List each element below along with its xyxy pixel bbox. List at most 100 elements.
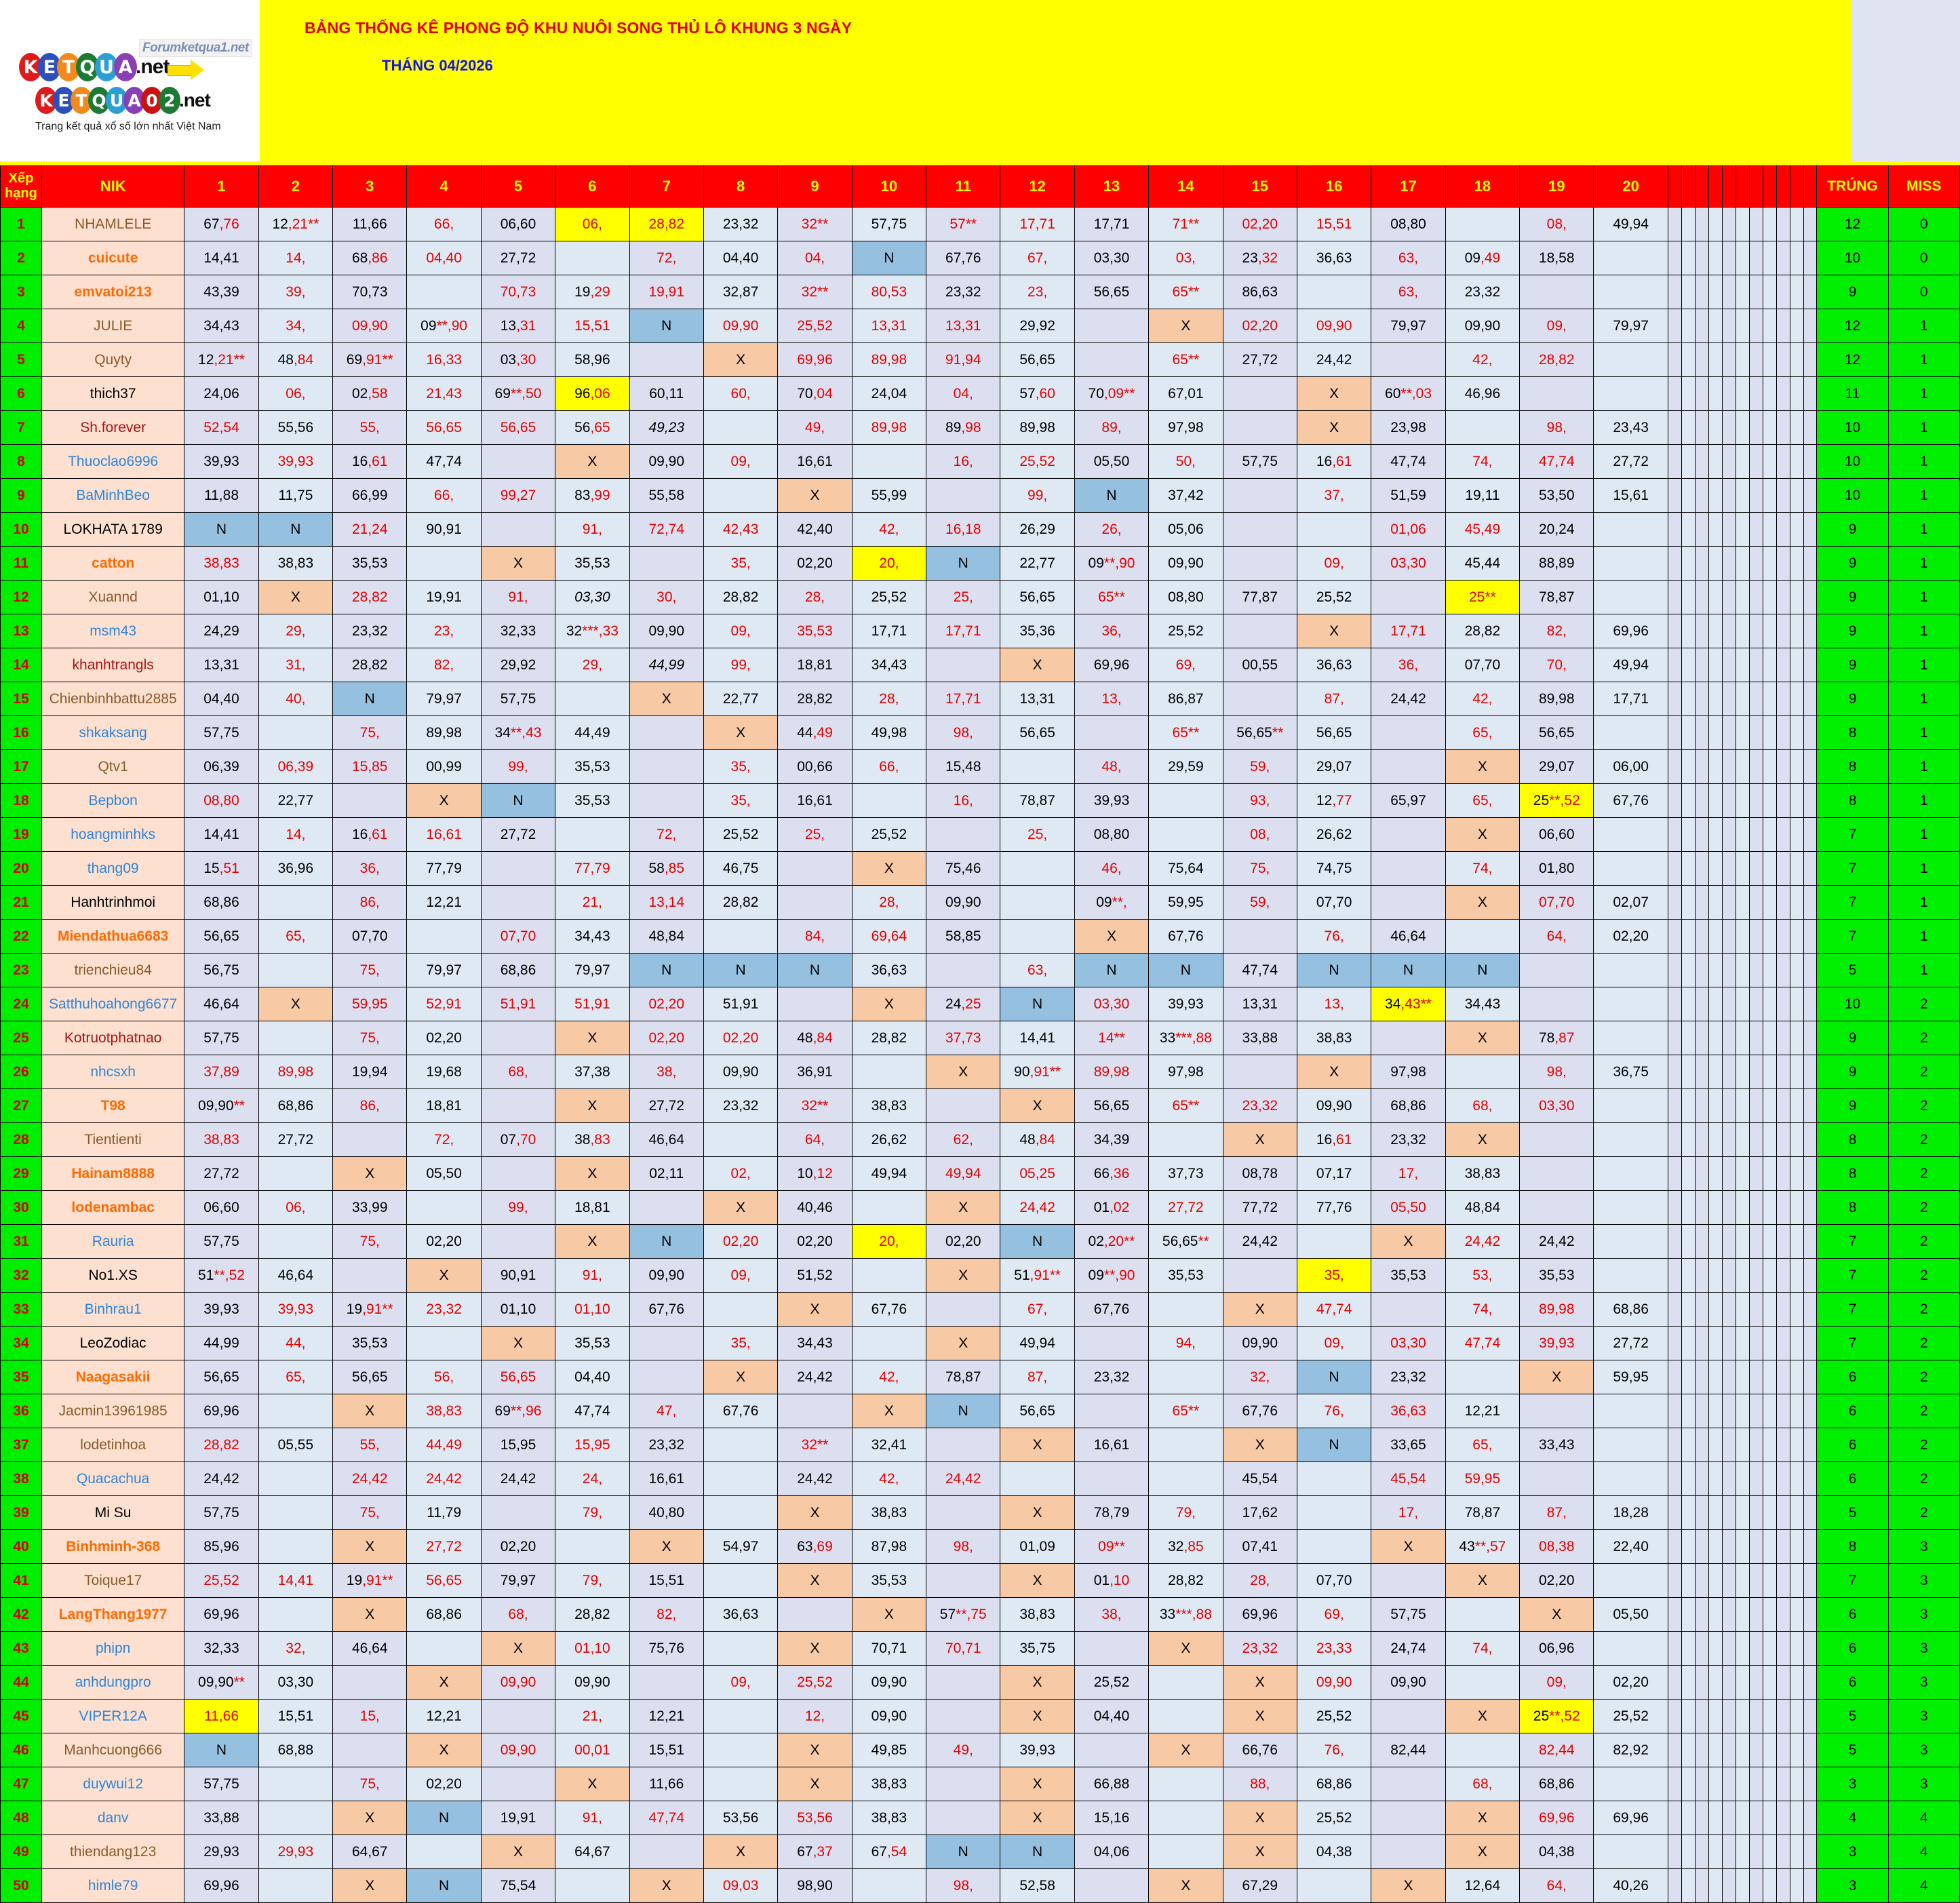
day-cell-8[interactable]: [703, 1631, 779, 1666]
day-cell-20[interactable]: 23,43: [1593, 410, 1668, 445]
table-row[interactable]: 48 danv 33,88 X N 19,91 91, 47,74 53,56 53,56 38,8…: [0, 1801, 1960, 1835]
day-cell-13[interactable]: [1074, 1326, 1150, 1360]
day-cell-10[interactable]: X: [851, 987, 927, 1021]
day-cell-17[interactable]: 08,80: [1371, 207, 1446, 241]
day-cell-13[interactable]: 14**: [1074, 1021, 1150, 1055]
day-cell-19[interactable]: 03,30: [1519, 1088, 1594, 1123]
day-cell-5[interactable]: [480, 885, 556, 920]
day-cell-4[interactable]: 02,20: [406, 1021, 482, 1055]
day-cell-5[interactable]: [480, 1495, 556, 1530]
day-cell-18[interactable]: 42,: [1445, 342, 1521, 377]
day-cell-2[interactable]: [258, 1495, 334, 1530]
day-cell-5[interactable]: 70,73: [480, 275, 556, 309]
table-row[interactable]: 49 thiendang123 29,93 29,93 64,67 X 64,67 X 67,3…: [0, 1835, 1960, 1869]
day-cell-14[interactable]: [1148, 1292, 1223, 1327]
day-cell-14[interactable]: 94,: [1148, 1326, 1223, 1360]
day-cell-12[interactable]: 56,65: [1000, 580, 1075, 614]
day-cell-14[interactable]: 33***,88: [1148, 1021, 1223, 1055]
day-cell-1[interactable]: N: [184, 512, 259, 547]
day-cell-6[interactable]: 32***,33: [555, 614, 630, 648]
day-cell-4[interactable]: [406, 1835, 482, 1869]
day-cell-15[interactable]: 08,78: [1222, 1156, 1297, 1191]
day-cell-13[interactable]: 17,71: [1074, 207, 1150, 241]
day-cell-1[interactable]: 43,39: [184, 275, 259, 309]
nik-cell[interactable]: khanhtrangls: [41, 648, 185, 682]
day-cell-18[interactable]: 59,95: [1445, 1461, 1521, 1496]
day-cell-13[interactable]: X: [1074, 919, 1150, 954]
day-cell-14[interactable]: 71**: [1148, 207, 1223, 241]
day-cell-10[interactable]: 34,43: [851, 648, 927, 682]
day-cell-4[interactable]: [406, 546, 482, 581]
day-cell-2[interactable]: [258, 1529, 334, 1564]
day-cell-20[interactable]: [1593, 1156, 1668, 1191]
day-cell-19[interactable]: 01,80: [1519, 851, 1594, 886]
table-row[interactable]: 28 Tientienti 38,83 27,72 72, 07,70 38,83 46,64…: [0, 1122, 1960, 1157]
column-header-day-18[interactable]: 18: [1445, 165, 1521, 208]
day-cell-17[interactable]: [1371, 1767, 1446, 1801]
day-cell-11[interactable]: 16,: [926, 444, 1001, 479]
day-cell-11[interactable]: 24,25: [926, 987, 1001, 1021]
day-cell-7[interactable]: 67,76: [629, 1292, 704, 1327]
day-cell-11[interactable]: 58,85: [926, 919, 1001, 954]
day-cell-8[interactable]: 09,90: [703, 1055, 779, 1089]
day-cell-4[interactable]: 12,21: [406, 1699, 482, 1733]
nik-cell[interactable]: trienchieu84: [41, 953, 185, 987]
day-cell-16[interactable]: 56,65: [1296, 715, 1372, 750]
day-cell-1[interactable]: 27,72: [184, 1156, 259, 1191]
column-header-day-12[interactable]: 12: [1000, 165, 1075, 208]
day-cell-5[interactable]: 56,65: [480, 410, 556, 445]
day-cell-17[interactable]: 51,59: [1371, 478, 1446, 513]
day-cell-12[interactable]: 01,09: [1000, 1529, 1075, 1564]
day-cell-17[interactable]: X: [1371, 1224, 1446, 1259]
day-cell-20[interactable]: [1593, 1258, 1668, 1293]
day-cell-19[interactable]: X: [1519, 1597, 1594, 1632]
day-cell-6[interactable]: 38,83: [555, 1122, 630, 1157]
day-cell-9[interactable]: 32**: [777, 207, 852, 241]
day-cell-19[interactable]: 39,93: [1519, 1326, 1594, 1360]
day-cell-9[interactable]: 25,52: [777, 1665, 852, 1700]
day-cell-8[interactable]: 42,43: [703, 512, 779, 547]
day-cell-16[interactable]: 16,61: [1296, 1122, 1372, 1157]
day-cell-17[interactable]: 63,: [1371, 275, 1446, 309]
day-cell-18[interactable]: N: [1445, 953, 1521, 987]
day-cell-10[interactable]: [851, 783, 927, 818]
day-cell-15[interactable]: [1222, 546, 1297, 581]
day-cell-10[interactable]: 24,04: [851, 376, 927, 411]
nik-cell[interactable]: lodenambac: [41, 1190, 185, 1225]
day-cell-13[interactable]: 66,36: [1074, 1156, 1150, 1191]
day-cell-9[interactable]: X: [777, 478, 852, 513]
day-cell-11[interactable]: 78,87: [926, 1360, 1001, 1394]
day-cell-6[interactable]: 44,49: [555, 715, 630, 750]
day-cell-16[interactable]: 09,90: [1296, 1665, 1372, 1700]
day-cell-1[interactable]: 56,65: [184, 1360, 259, 1394]
day-cell-2[interactable]: 14,: [258, 241, 334, 275]
day-cell-14[interactable]: 79,: [1148, 1495, 1223, 1530]
day-cell-15[interactable]: X: [1222, 1122, 1297, 1157]
table-row[interactable]: 46 Manhcuong666 N 68,88 X 09,90 00,01 15,51 X 49,…: [0, 1733, 1960, 1767]
day-cell-13[interactable]: 23,32: [1074, 1360, 1150, 1394]
day-cell-14[interactable]: 39,93: [1148, 987, 1223, 1021]
day-cell-11[interactable]: 67,76: [926, 241, 1001, 275]
day-cell-5[interactable]: 99,: [480, 1190, 556, 1225]
day-cell-1[interactable]: 39,93: [184, 444, 259, 479]
day-cell-18[interactable]: X: [1445, 817, 1521, 852]
day-cell-17[interactable]: [1371, 817, 1446, 852]
day-cell-15[interactable]: 69,96: [1222, 1597, 1297, 1632]
day-cell-20[interactable]: 59,95: [1593, 1360, 1668, 1394]
day-cell-13[interactable]: N: [1074, 478, 1150, 513]
day-cell-18[interactable]: 43**,57: [1445, 1529, 1521, 1564]
day-cell-16[interactable]: 76,: [1296, 919, 1372, 954]
day-cell-4[interactable]: 19,91: [406, 580, 482, 614]
day-cell-3[interactable]: 02,58: [332, 376, 408, 411]
day-cell-1[interactable]: 15,51: [184, 851, 259, 886]
day-cell-2[interactable]: [258, 1156, 334, 1191]
table-row[interactable]: 16 shkaksang 57,75 75, 89,98 34**,43 44,49 X 44,…: [0, 715, 1960, 750]
day-cell-20[interactable]: [1593, 241, 1668, 275]
day-cell-7[interactable]: 75,76: [629, 1631, 704, 1666]
day-cell-6[interactable]: 56,65: [555, 410, 630, 445]
nik-cell[interactable]: Naagasakii: [41, 1360, 185, 1394]
column-header-day-6[interactable]: 6: [555, 165, 630, 208]
day-cell-5[interactable]: N: [480, 783, 556, 818]
day-cell-2[interactable]: 06,: [258, 376, 334, 411]
day-cell-15[interactable]: X: [1222, 1292, 1297, 1327]
